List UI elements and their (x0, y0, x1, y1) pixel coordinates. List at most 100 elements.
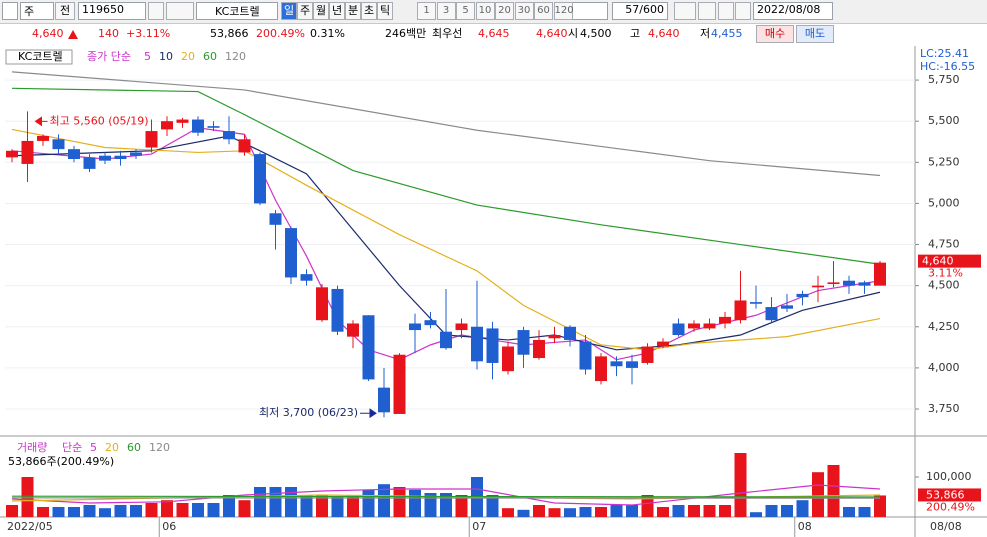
prev-button[interactable]: 전 (55, 2, 75, 20)
volume-bar (455, 495, 468, 517)
interval-button[interactable]: 30 (514, 2, 534, 20)
volume-bar (858, 507, 871, 517)
candle-body (688, 323, 700, 329)
volume-bar (533, 505, 545, 517)
tool-button[interactable] (698, 2, 716, 20)
volume-bar (238, 500, 251, 517)
interval-button[interactable]: 20 (495, 2, 514, 20)
unit-select[interactable] (572, 2, 608, 20)
volume-bar (130, 505, 142, 517)
period-button[interactable]: 초 (361, 2, 377, 20)
volume-bar (703, 505, 716, 517)
candle-body (750, 302, 762, 304)
settings-button[interactable] (735, 2, 751, 20)
volume-bar (579, 507, 592, 517)
legend-item: 60 (127, 441, 141, 454)
y-tick-label: 5,500 (928, 114, 960, 127)
interval-button[interactable]: 10 (475, 2, 495, 20)
interval-button[interactable]: 3 (436, 2, 456, 20)
volume-bar (486, 495, 499, 517)
count: 57/600 (625, 3, 664, 16)
volume-bar (424, 493, 437, 517)
y-tick-label: 3,750 (928, 402, 960, 415)
volume-bar (734, 453, 747, 517)
candle-body (657, 341, 669, 347)
candle-body (6, 150, 18, 158)
candle-body (331, 288, 344, 332)
market-select[interactable]: 주 (20, 2, 54, 20)
interval-button[interactable]: 120 (553, 2, 574, 20)
count-input[interactable]: 57/600 (612, 2, 668, 20)
candle-body (130, 152, 142, 156)
period-button[interactable]: 년 (329, 2, 345, 20)
volume-bar (192, 503, 204, 517)
annotation-arrow (34, 116, 48, 127)
volume-bar (331, 497, 344, 517)
volume-bar (378, 484, 390, 517)
candle-body (378, 387, 390, 413)
last-price-box (918, 254, 981, 268)
candle-body (207, 126, 220, 128)
period-button[interactable]: 틱 (377, 2, 393, 20)
best-label: 최우선 (432, 27, 463, 40)
code-input[interactable]: 119650 (78, 2, 146, 20)
x-tick-label: 2022/05 (7, 520, 53, 533)
candle-body (827, 282, 840, 285)
change-pct: +3.11% (126, 27, 171, 40)
candle-body (812, 285, 824, 288)
candle-body (362, 315, 375, 380)
candle-body (734, 300, 747, 321)
interval-button[interactable]: 5 (456, 2, 475, 20)
candle-body (843, 280, 855, 286)
volume-bar (502, 508, 514, 517)
period-button[interactable]: 일 (281, 2, 297, 20)
volume-bar (672, 505, 685, 517)
search-button[interactable] (148, 2, 164, 20)
volume-bar (393, 487, 406, 517)
last-change-label: 3.11% (928, 267, 963, 280)
volume-bar (719, 505, 731, 517)
candle-body (517, 330, 530, 355)
buy-button[interactable]: 매수 (756, 25, 794, 43)
market: 주 (24, 5, 35, 18)
bid: 4,640 (536, 27, 568, 40)
name-field[interactable]: KC코트렐 (196, 2, 278, 20)
open-label: 시 (568, 27, 579, 40)
candle-body (192, 119, 204, 133)
annotation: 최고 5,560 (05/19) (50, 114, 149, 127)
legend-item: 120 (225, 50, 246, 63)
stock-name: KC코트렐 (215, 5, 260, 18)
period-button[interactable]: 분 (345, 2, 361, 20)
save-button[interactable] (718, 2, 734, 20)
interval-button[interactable]: 60 (534, 2, 553, 20)
candle-body (440, 331, 452, 349)
candle-body (223, 131, 235, 140)
volume-bar (68, 507, 80, 517)
legend-item: 5 (90, 441, 97, 454)
volume-bar (207, 503, 220, 517)
period-button[interactable]: 주 (297, 2, 313, 20)
period-button[interactable]: 월 (313, 2, 329, 20)
volume-bar (874, 495, 886, 517)
volume-bar (595, 507, 607, 517)
candle-body (52, 139, 65, 150)
x-tick-label: 08 (798, 520, 812, 533)
tool-button[interactable] (674, 2, 696, 20)
candle-body (672, 323, 685, 336)
icon[interactable] (2, 2, 18, 20)
volume-bar (52, 507, 65, 517)
candle-body (269, 213, 282, 225)
interval-button[interactable]: 1 (417, 2, 436, 20)
volume-bar (347, 495, 359, 517)
sell-button[interactable]: 매도 (796, 25, 834, 43)
volume-bar (626, 505, 638, 517)
candle-body (424, 320, 437, 326)
volume-bar (796, 500, 809, 517)
sound-button[interactable] (166, 2, 194, 20)
candle-body (610, 361, 623, 367)
date-input[interactable]: 2022/08/08 (753, 2, 833, 20)
x-end-label: 08/08 (930, 520, 962, 533)
y-tick-label: 4,000 (928, 361, 960, 374)
last-volume-box (918, 488, 981, 502)
volume-bar (688, 505, 700, 517)
